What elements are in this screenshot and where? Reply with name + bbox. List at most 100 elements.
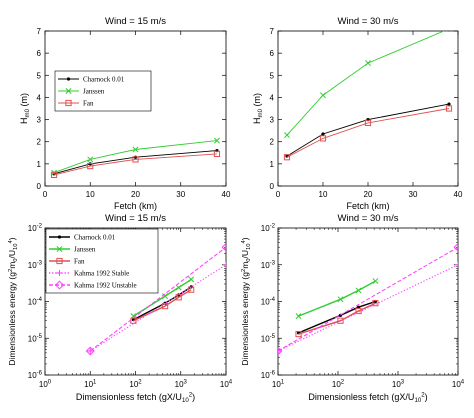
tick-label: 10-3 [28, 260, 43, 270]
series-markers [87, 261, 226, 354]
series-markers [285, 102, 451, 158]
chart-panel-2: 0 10 20 30 40 0 1 2 3 4 5 6 7 Wind = 30 m/s Fetch (km)… [252, 16, 463, 211]
series-markers [284, 31, 452, 139]
legend-label: Fan [74, 258, 85, 266]
tick-label: 100 [39, 380, 52, 390]
data-point [54, 280, 65, 290]
series-line [298, 280, 376, 317]
tick-label: 10-3 [261, 260, 276, 270]
legend-label: Fan [83, 100, 94, 108]
tick-label: 10-4 [261, 297, 276, 307]
tick-label: 2 [37, 138, 42, 147]
series-line [53, 153, 217, 176]
data-point [365, 60, 371, 67]
data-point [445, 105, 453, 112]
chart-title: Wind = 30 m/s [338, 16, 399, 27]
data-point [355, 307, 362, 315]
tick-label: 1 [270, 160, 275, 169]
data-point [132, 156, 139, 163]
data-point [321, 132, 325, 136]
series-line [90, 264, 226, 352]
data-point [372, 300, 379, 307]
chart-title: Wind = 15 m/s [105, 16, 166, 27]
legend-label: Charnock 0.01 [74, 234, 116, 242]
tick-label: 6 [270, 49, 275, 58]
data-point [221, 242, 226, 252]
legend-label: Kahma 1992 Stable [74, 270, 129, 278]
data-point [213, 150, 221, 157]
tick-label: 0 [270, 182, 275, 191]
data-point [355, 287, 362, 294]
series-markers [283, 105, 453, 161]
tick-label: 102 [129, 380, 142, 390]
series-line [278, 264, 458, 352]
data-point [284, 132, 290, 139]
legend: Charnock 0.01 Janssen Fan Kahma 1992 Stable… [45, 228, 159, 294]
series-line [278, 246, 458, 352]
data-point [278, 347, 281, 354]
tick-label: 103 [175, 380, 188, 390]
data-point [85, 346, 95, 356]
legend-label: Janssen [74, 246, 96, 254]
plot-area [278, 242, 458, 356]
x-axis-label: Dimensionless fetch (gX/U102) [308, 392, 427, 404]
legend-label: Charnock 0.01 [83, 76, 125, 84]
tick-label: 5 [270, 71, 275, 80]
tick-label: 1 [37, 160, 42, 169]
tick-label: 10-2 [261, 224, 276, 234]
legend-label: Kahma 1992 Unstable [74, 282, 137, 290]
tick-label: 4 [270, 93, 275, 102]
data-point [65, 99, 72, 107]
tick-label: 10 [86, 190, 95, 199]
tick-label: 104 [220, 380, 233, 390]
series-line [53, 140, 217, 174]
data-point [455, 261, 458, 268]
series-line [298, 300, 376, 334]
tick-label: 40 [222, 190, 231, 199]
series-markers [130, 286, 195, 324]
tick-label: 104 [452, 380, 465, 390]
legend-label: Janssen [83, 88, 105, 96]
series-line [286, 108, 450, 158]
tick-label: 7 [37, 27, 42, 36]
tick-label: 10-6 [28, 371, 43, 381]
data-point [87, 347, 94, 354]
data-point [50, 171, 58, 179]
data-point [295, 330, 302, 338]
data-point [188, 286, 195, 293]
plot-area [50, 137, 221, 179]
data-point [87, 156, 94, 163]
data-point [56, 246, 63, 252]
tick-label: 30 [176, 190, 185, 199]
tick-label: 40 [454, 190, 463, 199]
data-point [162, 293, 169, 300]
data-point [319, 135, 327, 142]
series-line [286, 103, 450, 157]
tick-label: 20 [364, 190, 373, 199]
tick-label: 7 [270, 27, 275, 36]
axes-frame [277, 227, 459, 376]
tick-label: 3 [37, 116, 42, 125]
data-point [87, 162, 94, 170]
data-point [447, 102, 451, 106]
tick-label: 20 [131, 190, 140, 199]
tick-label: 103 [392, 380, 405, 390]
tick-label: 10-6 [261, 371, 276, 381]
tick-label: 5 [37, 71, 42, 80]
chart-title: Wind = 15 m/s [105, 213, 166, 224]
y-axis-label: Hm0 (m) [252, 93, 264, 124]
data-point [453, 242, 458, 252]
y-axis-label: Dimensionless energy (g2m0/U104) [240, 237, 252, 365]
chart-panel-3: 100 101 102 103 104 10-6 10-5 10-4 10-3 10-2 Wind … [7, 213, 233, 404]
tick-label: 0 [43, 190, 48, 199]
tick-label: 4 [37, 93, 42, 102]
data-point [337, 317, 344, 324]
chart-panel-1: 0 10 20 30 40 0 1 2 3 4 5 6 7 Wind = 15 m/s Fetch (km)… [19, 16, 231, 211]
tick-label: 0 [276, 190, 281, 199]
data-point [223, 261, 226, 268]
tick-label: 102 [332, 380, 345, 390]
series-markers [85, 242, 226, 356]
chart-panel-4: 101 102 103 104 10-6 10-5 10-4 10-3 10-2 Wind = 3… [240, 213, 465, 404]
data-point [57, 235, 62, 239]
series-markers [50, 150, 221, 179]
